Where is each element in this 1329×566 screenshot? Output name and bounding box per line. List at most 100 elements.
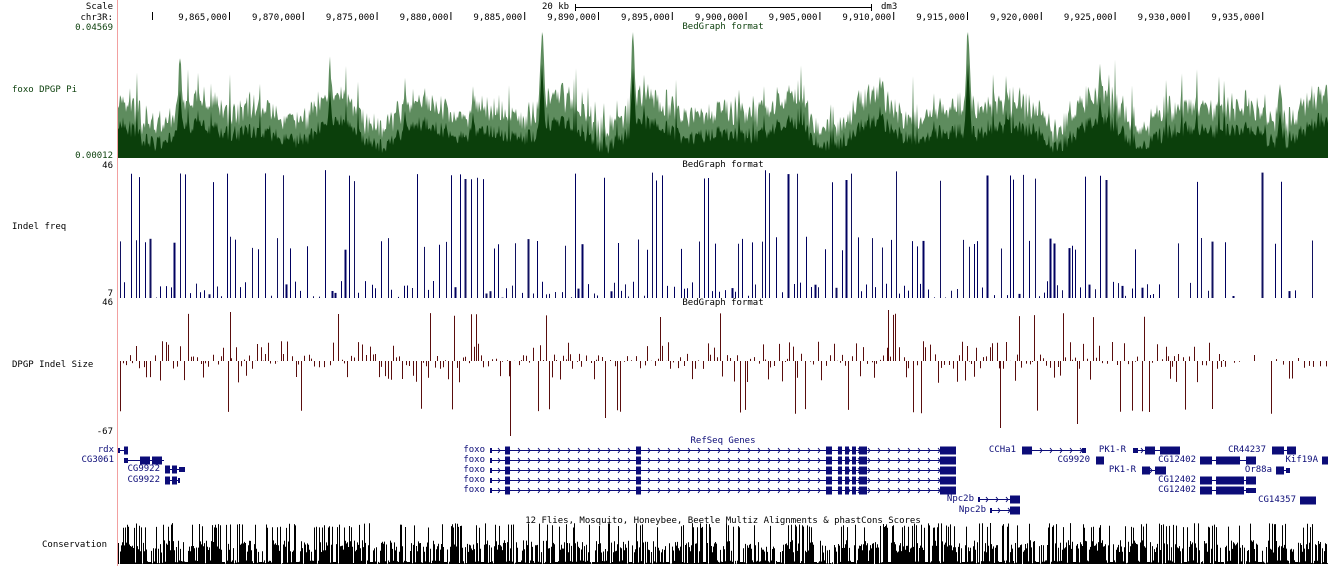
gene-exon [124,458,128,463]
gene-label[interactable]: Npc2b [946,494,974,504]
gene-label[interactable]: rdx [97,445,114,455]
gene-exon [1287,446,1296,455]
gene-strand-arrow [817,447,821,454]
gene-label[interactable]: CG9920 [1057,455,1090,465]
gene-exon [1286,468,1290,473]
conservation-track-name[interactable]: Conservation [42,540,108,550]
gene-strand-arrow [927,477,931,484]
gene-strand-arrow [887,447,891,454]
gene-strand-arrow [627,487,631,494]
gene-strand-arrow [677,487,681,494]
gene-exon [178,478,180,483]
gene-exon [490,448,492,453]
gene-strand-arrow [727,467,731,474]
gene-strand-arrow [557,487,561,494]
gene-strand-arrow [597,477,601,484]
gene-exon [179,467,185,472]
gene-strand-arrow [777,447,781,454]
gene-label[interactable]: CG14357 [1258,495,1296,505]
gene-label[interactable]: CG12402 [1158,455,1196,465]
gene-strand-arrow [697,477,701,484]
gene-label[interactable]: Kif19A [1285,455,1318,465]
gene-strand-arrow [1069,447,1073,454]
gene-label[interactable]: Npc2b [958,505,986,515]
gene-label[interactable]: CCHa1 [988,445,1016,455]
ruler-tick-label: 9,885,000 [473,13,523,23]
gene-label[interactable]: PK1-R [1098,445,1126,455]
ruler-tick-label: 9,910,000 [842,13,892,23]
gene-label[interactable]: CG12402 [1158,475,1196,485]
gene-strand-arrow [517,487,521,494]
gene-strand-arrow [867,477,871,484]
gene-strand-arrow [897,457,901,464]
gene-exon [1133,448,1138,453]
gene-strand-arrow [587,457,591,464]
gene-exon [636,486,641,495]
gene-strand-arrow [537,477,541,484]
gene-label[interactable]: foxo [463,465,485,475]
gene-strand-arrow [657,477,661,484]
gene-strand-arrow [927,447,931,454]
gene-exon [845,476,849,485]
gene-exon [490,488,492,493]
gene-strand-arrow [677,457,681,464]
indel-size-max-label: 46 [102,298,113,308]
ruler-tick-label: 9,935,000 [1211,13,1261,23]
gene-strand-arrow [587,477,591,484]
gene-exon [118,448,120,453]
gene-exon [1200,456,1212,465]
gene-strand-arrow [867,467,871,474]
pi-track-name[interactable]: foxo DPGP Pi [12,85,78,95]
gene-strand-arrow [587,467,591,474]
gene-label[interactable]: CG3061 [81,455,114,465]
gene-exon [152,456,162,465]
gene-label[interactable]: CR44237 [1228,445,1266,455]
gene-exon [859,486,867,495]
gene-strand-arrow [907,487,911,494]
gene-exon [1082,448,1086,453]
gene-label[interactable]: foxo [463,455,485,465]
gene-strand-arrow [757,447,761,454]
gene-label[interactable]: CG12402 [1158,485,1196,495]
gene-strand-arrow [887,467,891,474]
gene-exon [940,466,956,475]
gene-strand-arrow [717,457,721,464]
gene-strand-arrow [767,447,771,454]
indel-freq-track-name[interactable]: Indel freq [12,222,67,232]
left-guide-line [117,0,118,566]
gene-strand-arrow [657,457,661,464]
gene-exon [978,497,980,502]
gene-label[interactable]: foxo [463,445,485,455]
gene-strand-arrow [687,447,691,454]
gene-strand-arrow [817,487,821,494]
gene-exon [490,478,492,483]
gene-label[interactable]: PK1-R [1108,465,1136,475]
gene-label[interactable]: CG9922 [127,475,160,485]
gene-strand-arrow [1149,467,1153,474]
gene-label[interactable]: foxo [463,475,485,485]
gene-exon [845,466,849,475]
gene-strand-arrow [787,477,791,484]
gene-strand-arrow [707,447,711,454]
gene-strand-arrow [1140,447,1144,454]
gene-strand-arrow [787,487,791,494]
gene-strand-arrow [727,457,731,464]
gene-strand-arrow [927,457,931,464]
indel-size-track-name[interactable]: DPGP Indel Size [12,360,94,370]
ruler-tick-label: 9,895,000 [621,13,670,23]
gene-label[interactable]: CG9922 [127,464,160,474]
gene-exon [1300,496,1316,505]
gene-strand-arrow [697,487,701,494]
gene-strand-arrow [927,487,931,494]
gene-strand-arrow [1059,447,1063,454]
gene-label[interactable]: Or88a [1244,465,1272,475]
gene-strand-arrow [707,457,711,464]
gene-exon [859,456,867,465]
gene-label[interactable]: foxo [463,485,485,495]
gene-exon [852,486,856,495]
gene-strand-arrow [547,467,551,474]
gene-strand-arrow [597,487,601,494]
gene-strand-arrow [567,477,571,484]
